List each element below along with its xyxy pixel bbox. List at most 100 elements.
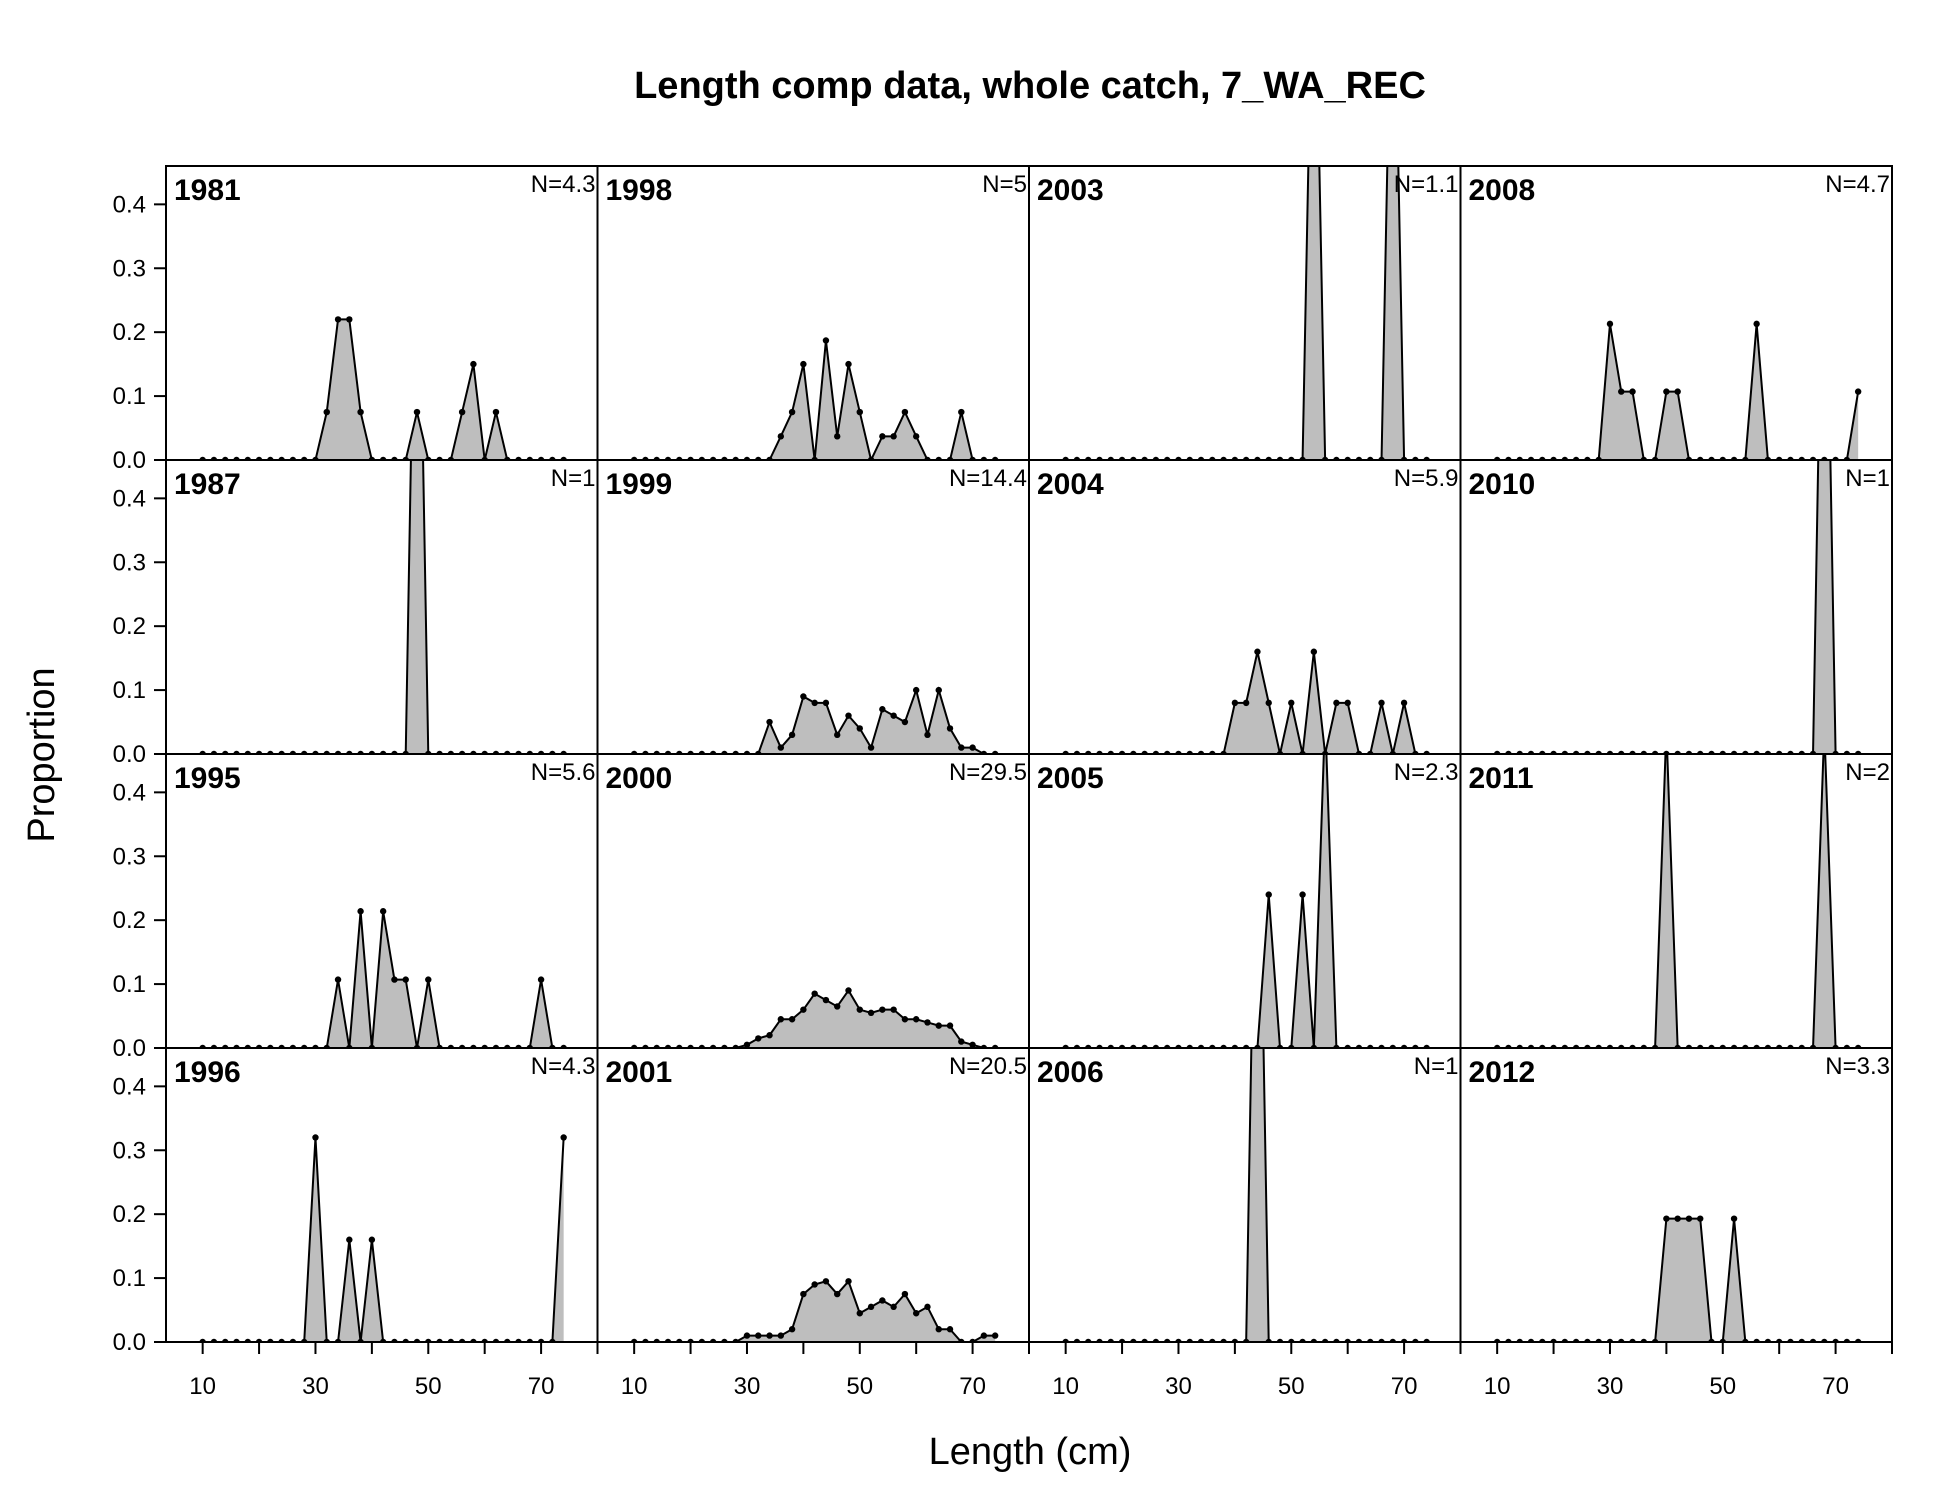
point-2001-40 [800,1290,807,1298]
panel-plot-2005 [1062,754,1430,1048]
y-tick-label: 0.4 [113,191,146,218]
panel-2011: 2011 N=2 [1459,753,1893,1049]
line-2011 [1497,754,1859,1048]
point-1995-38 [357,908,364,915]
y-tick-label: 0.2 [113,907,146,934]
panel-2012: 2012 N=3.3 10 30 50 70 [1459,1047,1893,1400]
point-2001-56 [890,1303,897,1311]
panel-year-label: 1981 [174,174,241,207]
y-tick-label: 0.4 [113,1073,146,1100]
point-1998-56 [890,433,897,440]
panel-plot-2001 [630,1278,999,1342]
point-1999-58 [901,718,909,726]
point-1996-40 [368,1236,376,1243]
line-1998 [634,340,996,460]
panel-n-label: N=5.9 [1394,465,1459,492]
point-2012-44 [1685,1215,1693,1222]
point-2001-66 [946,1326,954,1333]
x-tick-label: 50 [415,1373,442,1400]
panel-plot-2004 [1062,648,1430,754]
point-1998-50 [856,408,863,416]
y-tick-label: 0.1 [113,383,146,410]
point-2000-42 [811,990,818,997]
x-tick-label: 50 [846,1373,873,1400]
panel-n-label: N=4.3 [531,1053,596,1080]
point-2001-52 [867,1303,875,1311]
panel-plot-2006 [1062,1048,1430,1342]
point-1999-54 [879,706,886,713]
chart-title: Length comp data, whole catch, 7_WA_REC [634,65,1426,107]
area-2001 [634,1281,996,1342]
panel-year-label: 2001 [606,1056,673,1089]
x-tick-label: 70 [1822,1373,1849,1400]
point-2010-68 [1821,112,1827,118]
point-2000-48 [845,987,852,994]
panel-plot-1995 [199,908,567,1048]
panel-n-label: N=1 [1845,465,1890,492]
y-tick-label: 0.4 [113,485,146,512]
point-2000-66 [946,1022,954,1029]
x-tick-label: 70 [528,1373,555,1400]
point-2000-50 [856,1006,863,1013]
point-2000-52 [867,1009,875,1017]
point-1999-66 [946,725,954,732]
y-tick-label: 0.3 [113,843,146,870]
area-2005 [1065,754,1427,1048]
panel-2010: 2010 N=1 [1459,112,1893,755]
point-1998-54 [879,433,886,440]
point-2012-40 [1663,1215,1670,1222]
point-1996-36 [346,1236,353,1243]
panel-year-label: 2004 [1037,468,1104,501]
panel-n-label: N=5.6 [531,759,596,786]
point-1996-30 [312,1134,319,1141]
point-2001-48 [845,1278,852,1285]
point-2004-60 [1344,699,1351,707]
x-tick-label: 30 [302,1373,329,1400]
panel-frame-2005 [1028,753,1462,1049]
point-2004-50 [1288,699,1295,707]
point-2000-56 [890,1006,897,1013]
line-1981 [202,318,564,460]
panel-frame-2012 [1459,1047,1893,1343]
y-tick-label: 0.0 [113,1329,146,1356]
point-2008-40 [1663,388,1670,395]
panel-n-label: N=1.1 [1394,171,1459,198]
x-tick-label: 10 [189,1373,216,1400]
panel-year-label: 2000 [606,762,673,795]
panel-plot-1996 [199,1134,567,1342]
point-2000-30 [743,1041,751,1048]
x-tick-label: 70 [1391,1373,1418,1400]
point-1996-74 [560,1134,567,1141]
point-1998-48 [845,360,852,368]
x-tick-label: 50 [1709,1373,1736,1400]
point-2000-70 [969,1041,976,1048]
point-1995-70 [537,976,545,983]
y-tick-label: 0.4 [113,779,146,806]
panel-n-label: N=4.7 [1825,171,1890,198]
panel-plot-2000 [630,987,999,1048]
area-2006 [1065,1048,1427,1342]
y-tick-label: 0.0 [113,741,146,768]
point-2001-38 [788,1326,796,1333]
panel-plot-2011 [1493,754,1862,1048]
point-1998-58 [901,408,909,416]
point-1999-64 [935,686,942,694]
area-1998 [634,340,996,460]
point-2000-68 [958,1038,965,1045]
panel-year-label: 2012 [1469,1056,1536,1089]
area-2012 [1497,1218,1859,1342]
point-2004-46 [1265,699,1272,707]
point-2008-42 [1674,388,1681,395]
y-tick-label: 0.2 [113,319,146,346]
panel-plot-2012 [1493,1215,1862,1342]
y-tick-label: 0.2 [113,613,146,640]
area-1996 [202,1137,564,1342]
point-2001-72 [980,1332,988,1339]
y-tick-label: 0.1 [113,677,146,704]
point-2004-54 [1310,648,1318,655]
point-2000-40 [800,1006,807,1013]
panel-1999: 1999 N=14.4 [596,459,1030,755]
panel-n-label: N=2 [1845,759,1890,786]
area-2011 [1497,754,1859,1048]
point-2001-58 [901,1290,909,1298]
